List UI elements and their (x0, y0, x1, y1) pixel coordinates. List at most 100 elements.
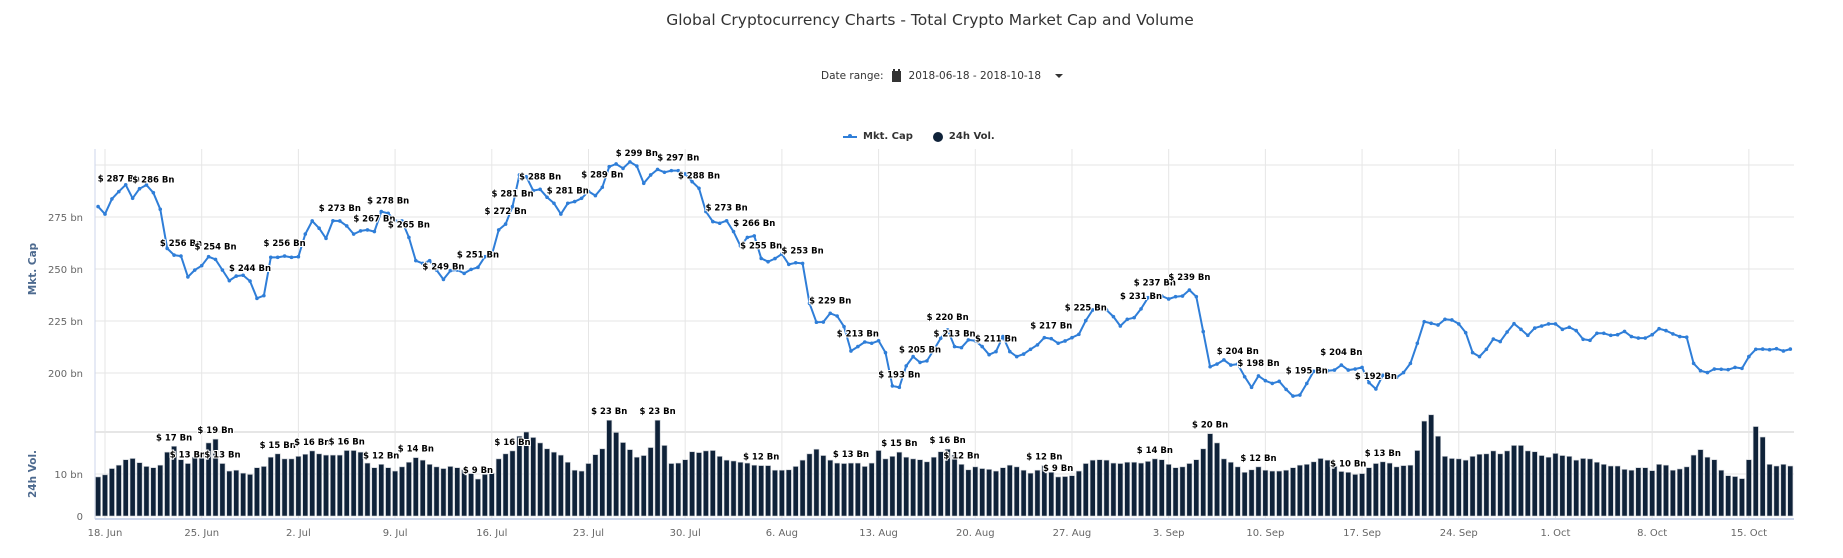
volume-bar (627, 449, 633, 517)
mkt-cap-data-label: $ 297 Bn (657, 154, 699, 164)
volume-bar (1469, 456, 1476, 517)
volume-bar (537, 442, 544, 517)
x-tick-label: 27. Aug (1053, 528, 1092, 539)
mkt-cap-data-label: $ 266 Bn (733, 219, 775, 229)
mkt-cap-point (1664, 328, 1668, 333)
volume-bar (599, 448, 606, 517)
mkt-cap-point (987, 352, 991, 357)
mkt-cap-point (1222, 358, 1226, 362)
mkt-cap-point (1677, 334, 1682, 339)
page-title: Global Cryptocurrency Charts - Total Cry… (666, 11, 1194, 29)
mkt-cap-point (1691, 361, 1696, 366)
mkt-cap-point (593, 193, 598, 198)
volume-bar (585, 463, 592, 517)
volume-bar (1559, 455, 1566, 517)
mkt-cap-data-label: $ 256 Bn (264, 239, 306, 249)
volume-bar (171, 445, 177, 517)
mkt-cap-point (683, 172, 687, 176)
mkt-cap-data-label: $ 278 Bn (367, 196, 409, 206)
volume-bar (1310, 461, 1317, 517)
mkt-cap-point (1111, 314, 1116, 319)
volume-bar (1766, 464, 1773, 517)
volume-bar (647, 447, 654, 517)
volume-bar (806, 453, 813, 517)
mkt-cap-data-label: $ 217 Bn (1030, 322, 1072, 332)
mkt-cap-data-label: $ 195 Bn (1286, 366, 1328, 376)
volume-bars (95, 414, 1794, 517)
mkt-cap-point (420, 261, 425, 266)
mkt-cap-point (662, 170, 667, 175)
mkt-cap-point (786, 262, 791, 267)
volume-bar (861, 466, 868, 517)
mkt-cap-point (199, 263, 204, 268)
mkt-cap-point (614, 162, 618, 166)
mkt-cap-point (800, 261, 805, 266)
mkt-cap-point (635, 164, 639, 168)
volume-bar (1366, 467, 1372, 517)
volume-bar (557, 454, 564, 517)
mkt-cap-point (1042, 335, 1047, 340)
volume-bar (1531, 451, 1538, 517)
mkt-cap-point (621, 166, 625, 171)
mkt-cap-point (393, 218, 397, 223)
mkt-cap-point (600, 185, 605, 190)
mkt-cap-point (165, 246, 169, 251)
volume-bar (1165, 464, 1172, 517)
legend-item-volume[interactable]: 24h Vol. (948, 131, 995, 142)
volume-bar (1407, 464, 1414, 517)
mkt-cap-point (338, 219, 342, 223)
caret-down-icon[interactable] (1055, 74, 1064, 78)
mkt-cap-point (607, 164, 612, 169)
mkt-cap-point (427, 258, 432, 263)
mkt-cap-point (1305, 381, 1309, 386)
legend-item-mkt-cap[interactable]: Mkt. Cap (863, 131, 913, 142)
x-tick-label: 24. Sep (1440, 528, 1478, 539)
volume-data-label: $ 10 Bn (1330, 459, 1366, 469)
mkt-cap-data-label: $ 288 Bn (678, 171, 720, 181)
volume-bar (95, 476, 101, 517)
date-range-value[interactable]: 2018-06-18 - 2018-10-18 (908, 70, 1042, 82)
volume-bar (157, 464, 164, 517)
volume-bar (633, 456, 640, 517)
volume-bar (1283, 469, 1289, 517)
volume-bar (1124, 461, 1131, 517)
mkt-cap-data-label: $ 213 Bn (934, 330, 976, 340)
mkt-cap-point (856, 344, 860, 349)
mkt-cap-data-label: $ 251 Bn (457, 250, 499, 260)
mkt-cap-data-label: $ 237 Bn (1134, 278, 1176, 288)
mkt-cap-point (952, 344, 957, 349)
mkt-cap-point (876, 338, 881, 343)
mkt-cap-point (724, 218, 729, 223)
volume-bar (1704, 456, 1711, 517)
mkt-cap-point (1581, 337, 1585, 342)
legend-dot-icon (932, 131, 943, 142)
mkt-cap-point (1788, 347, 1793, 351)
mkt-cap-point (1671, 332, 1675, 336)
mkt-cap-data-label: $ 231 Bn (1120, 292, 1162, 302)
mkt-cap-data-label: $ 229 Bn (809, 296, 851, 306)
volume-bar (530, 437, 537, 517)
volume-bar (1013, 466, 1020, 517)
volume-bar (854, 462, 861, 517)
volume-bar (571, 469, 578, 517)
mkt-cap-point (579, 196, 584, 201)
date-range-picker[interactable]: Date range: 2018-06-18 - 2018-10-18 (821, 68, 1064, 82)
volume-bar (613, 432, 620, 517)
mkt-cap-point (1408, 361, 1413, 366)
volume-bar (889, 456, 896, 517)
mkt-cap-data-label: $ 288 Bn (519, 172, 561, 182)
volume-bar (1697, 449, 1704, 517)
volume-data-label: $ 12 Bn (1026, 453, 1062, 463)
volume-bar (1614, 465, 1621, 517)
volume-bar (1773, 465, 1780, 517)
volume-bar (260, 466, 267, 517)
volume-bar (765, 465, 771, 517)
volume-bar (1096, 459, 1103, 517)
volume-bar (1566, 456, 1573, 517)
mkt-cap-point (489, 253, 494, 257)
volume-bar (1248, 469, 1255, 517)
mkt-cap-point (1539, 324, 1544, 328)
mkt-cap-point (1242, 374, 1247, 379)
mkt-cap-point (572, 199, 577, 204)
mkt-cap-point (1753, 347, 1758, 352)
